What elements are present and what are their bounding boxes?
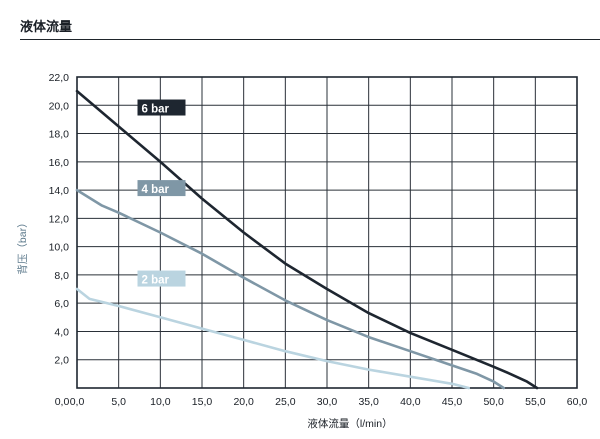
y-tick-label: 10,0 (49, 242, 70, 254)
section-title: 液体流量 (20, 19, 73, 34)
y-tick-label: 14,0 (49, 185, 70, 197)
y-tick-label: 22,0 (49, 72, 70, 84)
series-line-4-bar (75, 188, 506, 390)
x-tick-label: 25,0 (275, 396, 296, 408)
y-tick-label: 20,0 (49, 100, 70, 112)
series-badge-6-bar (137, 99, 186, 116)
x-tick-label: 15,0 (192, 396, 213, 408)
x-tick-label: 55,0 (525, 396, 546, 408)
series-badge-label: 4 bar (142, 184, 170, 196)
section-divider (20, 39, 600, 40)
x-tick-label: 45,0 (442, 396, 463, 408)
y-tick-label: 18,0 (49, 129, 70, 141)
x-tick-label: 5,0 (111, 396, 126, 408)
y-tick-label: 12,0 (49, 213, 70, 225)
series-line-6-bar (75, 89, 539, 390)
y-tick-label: 2,0 (54, 355, 69, 367)
x-tick-label: 20,0 (233, 396, 254, 408)
series-badge-label: 2 bar (142, 275, 170, 287)
x-tick-label: 35,0 (358, 396, 379, 408)
x-tick-label: 30,0 (317, 396, 338, 408)
origin-tick-label: 0,0 (55, 396, 70, 408)
series-badge-2-bar (137, 270, 186, 287)
x-tick-label: 60,0 (567, 396, 588, 408)
x-tick-label: 10,0 (150, 396, 171, 408)
plot-frame (76, 76, 578, 389)
y-axis-title: 背压（bar） (16, 217, 29, 274)
x-axis-title: 液体流量（l/min） (307, 417, 392, 430)
series-badge-4-bar (137, 180, 186, 197)
y-tick-label: 4,0 (54, 326, 69, 338)
series-badge-label: 6 bar (142, 104, 170, 116)
x-tick-label: 0,0 (70, 396, 85, 408)
series-line-2-bar (75, 287, 471, 390)
y-tick-label: 8,0 (54, 270, 69, 282)
x-tick-label: 50,0 (483, 396, 504, 408)
y-tick-label: 6,0 (54, 298, 69, 310)
x-tick-label: 40,0 (400, 396, 421, 408)
y-tick-label: 16,0 (49, 157, 70, 169)
